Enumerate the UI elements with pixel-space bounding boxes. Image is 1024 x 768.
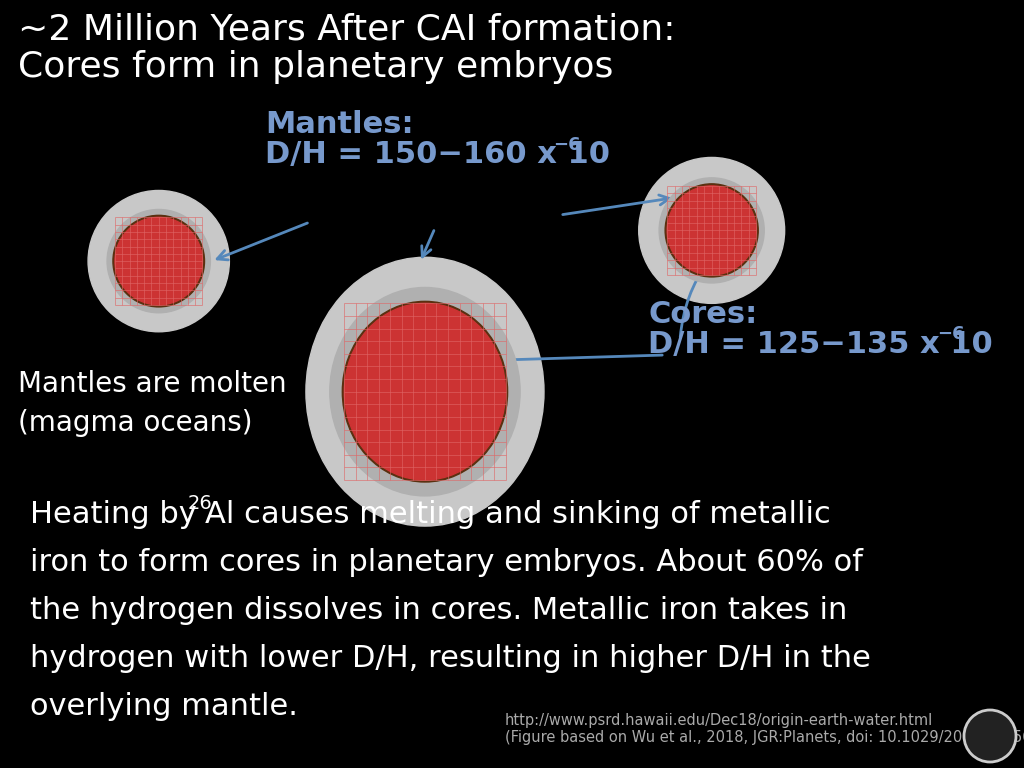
Text: −6: −6	[937, 325, 965, 343]
Circle shape	[115, 217, 203, 305]
Circle shape	[113, 215, 205, 307]
Text: Al causes melting and sinking of metallic: Al causes melting and sinking of metalli…	[205, 500, 830, 529]
Text: ~2 Million Years After CAI formation:: ~2 Million Years After CAI formation:	[18, 12, 676, 46]
Circle shape	[964, 710, 1016, 762]
Text: overlying mantle.: overlying mantle.	[30, 692, 298, 721]
Text: Cores form in planetary embryos: Cores form in planetary embryos	[18, 50, 613, 84]
Circle shape	[659, 178, 764, 283]
Text: http://www.psrd.hawaii.edu/Dec18/origin-earth-water.html: http://www.psrd.hawaii.edu/Dec18/origin-…	[505, 713, 933, 728]
Text: (Figure based on Wu et al., 2018, JGR:Planets, doi: 10.1029/2018JE005698.): (Figure based on Wu et al., 2018, JGR:Pl…	[505, 730, 1024, 745]
Text: Cores:: Cores:	[648, 300, 758, 329]
Circle shape	[108, 210, 210, 313]
Text: D/H = 150−160 x 10: D/H = 150−160 x 10	[265, 140, 610, 169]
Circle shape	[88, 190, 229, 332]
Ellipse shape	[344, 303, 506, 480]
Text: 26: 26	[188, 494, 213, 513]
Text: hydrogen with lower D/H, resulting in higher D/H in the: hydrogen with lower D/H, resulting in hi…	[30, 644, 870, 673]
Text: 2: 2	[980, 722, 999, 750]
Text: Heating by: Heating by	[30, 500, 207, 529]
Text: Mantles are molten
(magma oceans): Mantles are molten (magma oceans)	[18, 370, 287, 437]
Text: iron to form cores in planetary embryos. About 60% of: iron to form cores in planetary embryos.…	[30, 548, 863, 577]
Text: D/H = 125−135 x 10: D/H = 125−135 x 10	[648, 330, 992, 359]
Circle shape	[666, 184, 758, 277]
Circle shape	[639, 157, 784, 303]
Text: −6: −6	[553, 136, 581, 154]
Circle shape	[668, 186, 756, 275]
Text: Mantles:: Mantles:	[265, 110, 414, 139]
Ellipse shape	[330, 287, 520, 496]
Ellipse shape	[306, 257, 544, 526]
Text: the hydrogen dissolves in cores. Metallic iron takes in: the hydrogen dissolves in cores. Metalli…	[30, 596, 848, 625]
Ellipse shape	[342, 301, 508, 482]
